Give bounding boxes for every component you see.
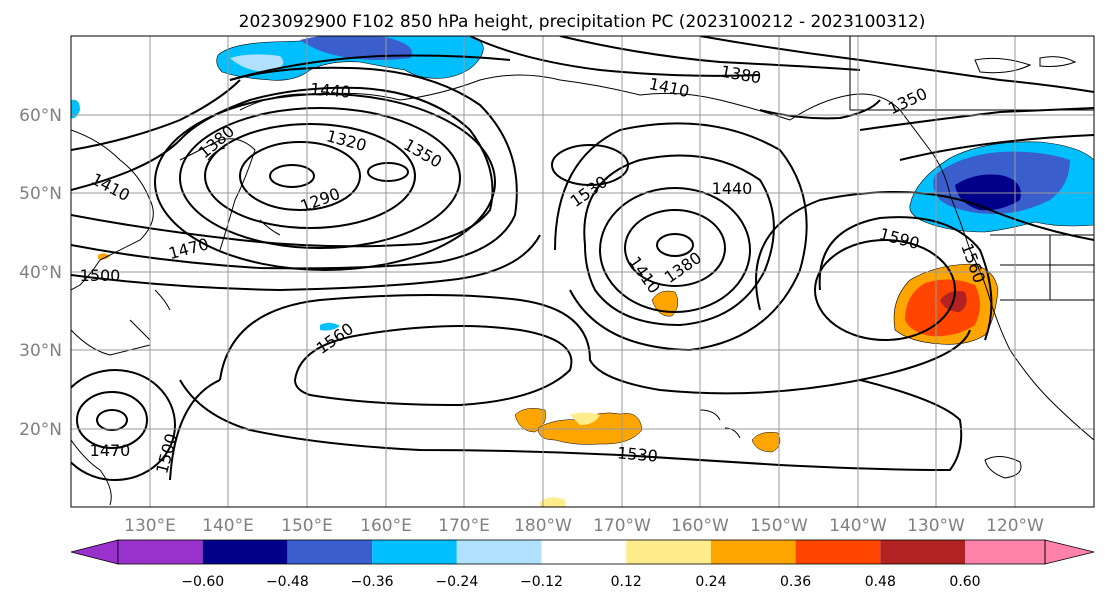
colorbar-tick-2: −0.48 <box>266 574 309 590</box>
colorbar-bin-3 <box>287 540 373 564</box>
contour-label-1470b: 1470 <box>90 441 131 460</box>
lon-tick-140e: 140°E <box>202 516 254 536</box>
contour-label-1440a: 1440 <box>309 79 351 101</box>
lat-tick-40n: 40°N <box>19 263 62 283</box>
colorbar-bin-7 <box>626 540 711 564</box>
precip-blob-small-3 <box>514 408 546 433</box>
lon-tick-120w: 120°W <box>986 516 1044 536</box>
colorbar-tick-5: −0.12 <box>520 574 563 590</box>
colorbar-tick-8: 0.36 <box>780 574 811 590</box>
colorbar-tick-3: −0.36 <box>351 574 394 590</box>
lon-tick-130e: 130°E <box>124 516 176 536</box>
colorbar-bin-1 <box>118 540 203 564</box>
contour-label-1440b: 1440 <box>712 179 753 198</box>
colorbar-tick-6: 0.12 <box>611 574 642 590</box>
lon-tick-160e: 160°E <box>360 516 412 536</box>
colorbar-tick-7: 0.24 <box>695 574 726 590</box>
colorbar-bin-4 <box>372 540 457 564</box>
precip-blob-small-8 <box>320 322 340 331</box>
colorbar-bin-2 <box>202 540 288 564</box>
colorbar-tick-1: −0.60 <box>181 574 224 590</box>
precip-blob-small-5 <box>570 412 600 425</box>
colorbar-bin-5 <box>456 540 542 564</box>
contour-label-1530b: 1530 <box>616 443 658 465</box>
colorbar-extend-high <box>1044 539 1095 565</box>
lon-tick-180w: 180°W <box>514 516 572 536</box>
lon-tick-140w: 140°W <box>829 516 887 536</box>
contour-label-1500a: 1500 <box>80 266 121 285</box>
lon-tick-160w: 160°W <box>671 516 729 536</box>
lat-axis: 60°N 50°N 40°N 30°N 20°N <box>19 106 62 440</box>
lat-tick-30n: 30°N <box>19 341 62 361</box>
lat-tick-50n: 50°N <box>19 184 62 204</box>
colorbar-extend-low <box>70 539 119 565</box>
lat-tick-20n: 20°N <box>19 420 62 440</box>
colorbar-bin-8 <box>710 540 796 564</box>
precip-blob-north-core <box>300 36 412 60</box>
precip-blob-north-light <box>230 54 284 72</box>
colorbar-bin-11 <box>965 540 1045 564</box>
colorbar-tick-10: 0.60 <box>949 574 980 590</box>
precip-blob-small-7 <box>98 253 110 260</box>
precip-blob-small-6 <box>540 497 566 507</box>
plot-frame <box>70 35 1095 508</box>
colorbar-bin-6 <box>541 540 627 564</box>
gridlines <box>71 36 1094 507</box>
colorbar-tick-4: −0.24 <box>435 574 478 590</box>
colorbar-bin-10 <box>880 540 965 564</box>
lat-tick-60n: 60°N <box>19 106 62 126</box>
precip-blob-ne-core <box>955 174 1021 211</box>
map-title: 2023092900 F102 850 hPa height, precipit… <box>239 12 926 32</box>
precip-blob-west <box>71 99 80 119</box>
colorbar-bin-9 <box>795 540 881 564</box>
colorbar-frame <box>117 539 1046 565</box>
colorbar-tick-9: 0.48 <box>865 574 896 590</box>
lon-tick-150e: 150°E <box>281 516 333 536</box>
lon-tick-170e: 170°E <box>438 516 490 536</box>
height-contours <box>71 36 1094 481</box>
lon-tick-170w: 170°W <box>593 516 651 536</box>
lon-axis: 130°E 140°E 150°E 160°E 170°E 180°W 170°… <box>124 516 1044 536</box>
lon-tick-150w: 150°W <box>750 516 808 536</box>
lon-tick-130w: 130°W <box>907 516 965 536</box>
colorbar: −0.60 −0.48 −0.36 −0.24 −0.12 0.12 0.24 … <box>70 539 1095 590</box>
